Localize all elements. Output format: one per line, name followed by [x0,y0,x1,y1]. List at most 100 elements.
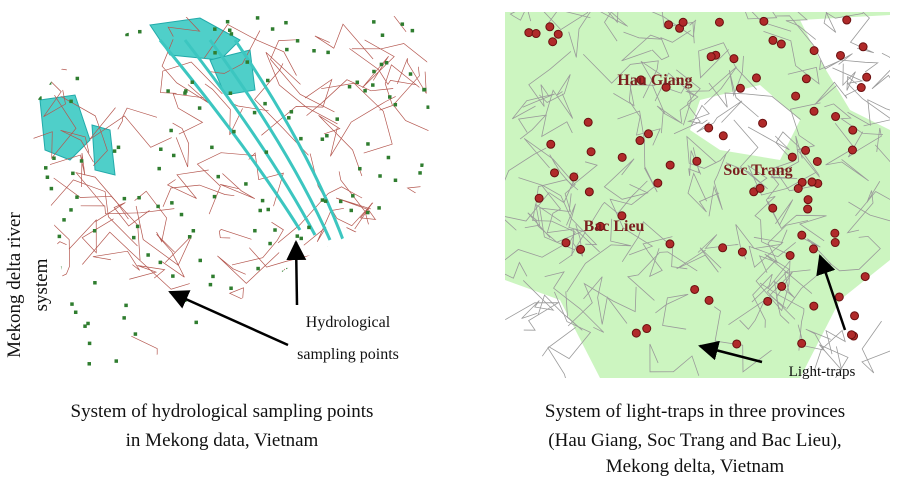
sampling-point [213,51,217,55]
canal [208,30,261,74]
sampling-point [285,319,289,323]
canal [196,152,256,215]
sampling-point [367,237,371,242]
canal [161,39,209,104]
sampling-point [133,332,138,336]
boundary [708,154,727,217]
light-trap [617,211,627,221]
sampling-point [124,303,128,308]
sampling-point [326,50,330,55]
sampling-point [63,49,68,54]
light-trap [807,177,817,187]
sampling-point [379,62,384,67]
sampling-point [264,150,269,154]
sampling-point [363,332,367,337]
sampling-point [320,137,325,141]
sampling-point [298,306,303,310]
canal [392,66,430,135]
light-trap [842,15,852,25]
boundary [621,31,663,62]
light-trap [768,203,778,213]
sampling-point [299,136,303,141]
sampling-point [292,315,297,319]
sampling-point [184,89,188,93]
light-trap [631,328,641,338]
sampling-point [191,229,196,233]
light-trap [531,29,541,39]
sampling-point [228,347,233,351]
boundary [698,42,757,90]
light-trap [803,204,813,214]
boundary [627,251,698,301]
boundary [543,12,591,31]
sampling-point [408,72,413,76]
boundary [505,245,563,261]
boundary [568,12,627,58]
boundary [558,203,587,265]
boundary [505,147,547,181]
light-trap [809,106,819,116]
sampling-point [258,208,262,213]
sampling-point [193,353,197,358]
light-trap [862,72,872,82]
light-trap [791,91,801,101]
side-label: Mekong delta river [4,212,25,358]
light-trap [636,75,646,85]
light-trap [797,177,807,187]
boundary [688,147,702,176]
light-trap [777,281,787,291]
boundary [651,30,691,61]
sampling-point [396,278,401,283]
sampling-point [116,145,121,150]
light-trap [617,152,627,162]
sampling-point [196,361,201,366]
canal [414,304,427,321]
light-trap [642,324,652,334]
sampling-point [73,310,78,315]
light-trap [545,22,555,32]
water-body [91,124,116,176]
sampling-point [270,27,275,31]
sampling-point [253,228,257,233]
sampling-point [384,60,389,65]
caption: (Hau Giang, Soc Trang and Bac Lieu), [548,430,841,451]
boundary [539,74,571,103]
sampling-point [386,155,391,160]
sampling-point [256,266,260,271]
light-trap [732,339,742,349]
boundary [505,302,560,331]
sampling-point [391,262,396,266]
boundary [518,177,598,246]
light-trap [809,46,819,56]
boundary [603,158,649,200]
boundary [686,135,731,169]
sampling-point [213,27,217,31]
boundary [651,12,697,38]
river [208,39,332,241]
sampling-point [287,116,291,120]
annotation: sampling points [297,346,399,363]
caption: System of hydrological sampling points [71,401,374,422]
canal [172,93,204,135]
sampling-point [380,33,385,37]
sampling-point [187,235,192,239]
boundary [547,326,576,378]
sampling-point [400,22,405,26]
light-trap [785,250,795,260]
sampling-point [135,224,140,229]
sampling-point [273,228,277,232]
sampling-point [183,91,187,95]
sampling-point [212,194,217,199]
sampling-point [34,63,38,67]
sampling-point [257,367,262,372]
light-trap [801,145,811,155]
light-trap [809,301,819,311]
canal [349,48,417,86]
light-trap [812,156,822,166]
light-trap [787,152,797,162]
light-trap [534,193,544,203]
sampling-point [255,16,260,20]
sampling-point [114,359,119,363]
sampling-point [159,147,163,151]
